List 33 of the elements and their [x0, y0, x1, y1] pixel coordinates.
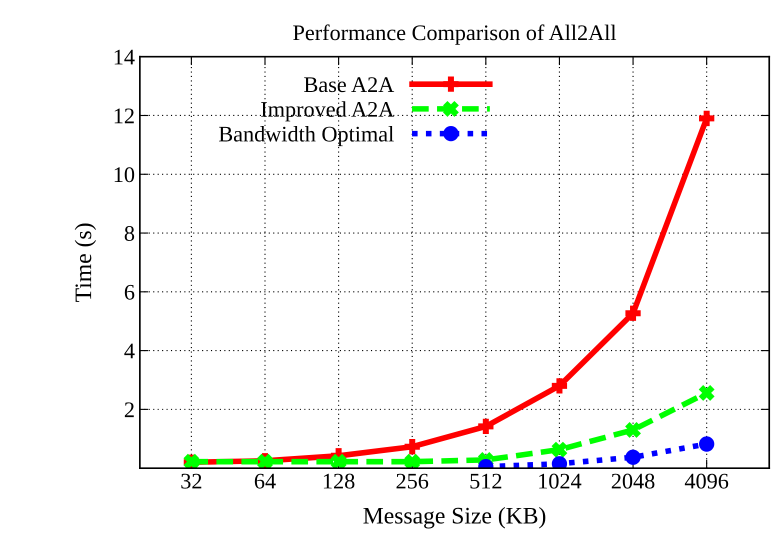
point	[330, 454, 346, 468]
x-tick-label: 64	[254, 474, 276, 489]
y-axis-title: Time (s)	[74, 224, 96, 302]
chart-title: Performance Comparison of All2All	[293, 24, 616, 45]
point	[478, 418, 494, 434]
point	[404, 454, 420, 468]
point	[625, 422, 641, 438]
legend-label: Bandwidth Optimal	[218, 126, 394, 146]
x-tick-label: 1024	[539, 474, 582, 489]
y-tick-label: 6	[124, 284, 134, 300]
y-tick-label: 4	[124, 344, 135, 358]
point	[699, 110, 714, 126]
point	[699, 436, 714, 452]
legend-label: Base A2A	[304, 77, 394, 92]
x-tick-label: 512	[470, 474, 502, 489]
point	[552, 378, 568, 394]
x-tick-label: 32	[181, 474, 202, 489]
x-tick-label: 128	[324, 474, 354, 489]
y-tick-label: 2	[124, 402, 134, 418]
x-tick-label: 4096	[684, 474, 728, 489]
point	[625, 450, 641, 465]
x-axis-title: Message Size (KB)	[363, 507, 546, 529]
point	[552, 442, 568, 458]
y-tick-label: 12	[114, 108, 134, 124]
x-tick-label: 256	[396, 474, 428, 489]
y-tick-label: 10	[114, 167, 134, 182]
x-tick-label: 2048	[612, 474, 654, 489]
point	[699, 385, 714, 401]
point	[404, 439, 420, 454]
y-tick-label: 8	[124, 226, 134, 241]
legend-label: Improved A2A	[261, 101, 394, 122]
y-tick-label: 14	[114, 50, 135, 64]
point	[625, 306, 641, 321]
